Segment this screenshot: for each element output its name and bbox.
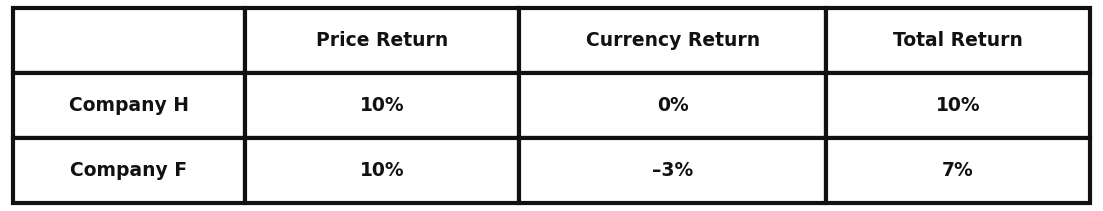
Text: 10%: 10% (935, 96, 981, 115)
Bar (245, 73, 520, 138)
Bar (826, 138, 1090, 203)
Bar (520, 8, 826, 73)
Text: Company H: Company H (69, 96, 189, 115)
Bar (520, 138, 826, 203)
Text: Total Return: Total Return (893, 31, 1022, 50)
Bar (13, 138, 245, 203)
Bar (826, 8, 1090, 73)
Text: Currency Return: Currency Return (586, 31, 760, 50)
Bar (13, 73, 245, 138)
Bar (13, 8, 245, 73)
Text: 0%: 0% (656, 96, 688, 115)
Text: 10%: 10% (360, 161, 405, 180)
Text: Price Return: Price Return (315, 31, 448, 50)
Bar (520, 73, 826, 138)
Text: 10%: 10% (360, 96, 405, 115)
Text: –3%: –3% (652, 161, 693, 180)
Bar (245, 8, 520, 73)
Bar (826, 73, 1090, 138)
Text: 7%: 7% (942, 161, 974, 180)
Text: Company F: Company F (71, 161, 188, 180)
Bar (245, 138, 520, 203)
